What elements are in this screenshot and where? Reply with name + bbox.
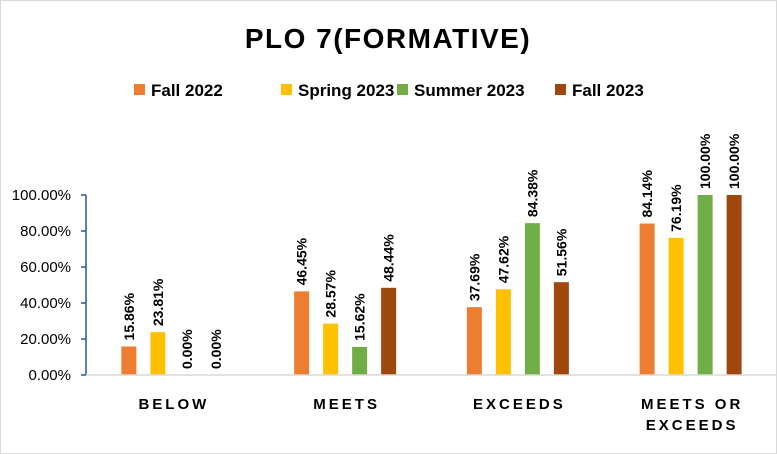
data-label-2-2: 28.57% [323, 270, 339, 318]
data-label-3-3: 84.38% [524, 169, 540, 217]
legend-label-4: Fall 2023 [572, 81, 644, 100]
data-label-3-1: 37.69% [466, 253, 482, 301]
data-label-4-1: 84.14% [639, 170, 655, 218]
bar-3-4 [553, 282, 569, 375]
data-label-4-4: 100.00% [726, 133, 742, 189]
bar-2-1 [294, 291, 310, 375]
bar-4-1 [639, 223, 655, 375]
category-label-3: EXCEEDS [473, 396, 566, 413]
y-axis: 0.00% 20.00% 40.00% 60.00% 80.00% 100.00% [12, 187, 87, 384]
bar-4-2 [668, 237, 684, 375]
legend-label-2: Spring 2023 [298, 81, 394, 100]
bar-1-2 [150, 332, 166, 375]
data-label-1-2: 23.81% [150, 278, 166, 326]
legend-swatch-3 [397, 84, 408, 95]
category-label-4: MEETS OR [641, 396, 743, 413]
y-tick-label: 60.00% [20, 259, 71, 276]
legend-swatch-4 [555, 84, 566, 95]
legend-swatch-1 [134, 84, 145, 95]
y-tick-label: 40.00% [20, 295, 71, 312]
category-label-2: MEETS [313, 396, 380, 413]
bar-2-4 [381, 287, 397, 375]
y-tick-label: 20.00% [20, 331, 71, 348]
bar-3-2 [495, 289, 511, 375]
y-tick-label: 0.00% [28, 367, 71, 384]
chart-title: PLO 7(FORMATIVE) [245, 23, 531, 54]
data-label-1-1: 15.86% [121, 292, 137, 340]
bar-2-2 [323, 323, 339, 375]
bar-4-3 [697, 195, 713, 375]
legend-swatch-2 [281, 84, 292, 95]
data-label-2-3: 15.62% [352, 293, 368, 341]
data-label-2-4: 48.44% [381, 234, 397, 282]
data-labels: 15.86% 23.81% 0.00% 0.00% 46.45% 28.57% 15.62%… [121, 133, 742, 369]
data-label-3-2: 47.62% [495, 235, 511, 283]
data-label-3-4: 51.56% [553, 228, 569, 276]
data-label-2-1: 46.45% [294, 237, 310, 285]
data-label-4-3: 100.00% [697, 133, 713, 189]
bar-3-1 [466, 307, 482, 375]
data-label-1-4: 0.00% [208, 329, 224, 369]
bar-3-3 [524, 223, 540, 375]
data-label-4-2: 76.19% [668, 184, 684, 232]
data-label-1-3: 0.00% [179, 329, 195, 369]
bar-4-4 [726, 195, 742, 375]
bar-2-3 [352, 346, 368, 375]
x-axis: BELOW MEETS EXCEEDS MEETS OR EXCEEDS [86, 374, 777, 434]
legend-label-1: Fall 2022 [151, 81, 223, 100]
category-label-1: BELOW [138, 396, 209, 413]
bars [121, 195, 742, 375]
legend-label-3: Summer 2023 [414, 81, 525, 100]
category-label-4: EXCEEDS [646, 417, 739, 434]
y-tick-label: 100.00% [12, 187, 71, 204]
legend: Fall 2022 Spring 2023 Summer 2023 Fall 2023 [134, 81, 644, 100]
bar-1-1 [121, 346, 137, 375]
y-tick-label: 80.00% [20, 223, 71, 240]
